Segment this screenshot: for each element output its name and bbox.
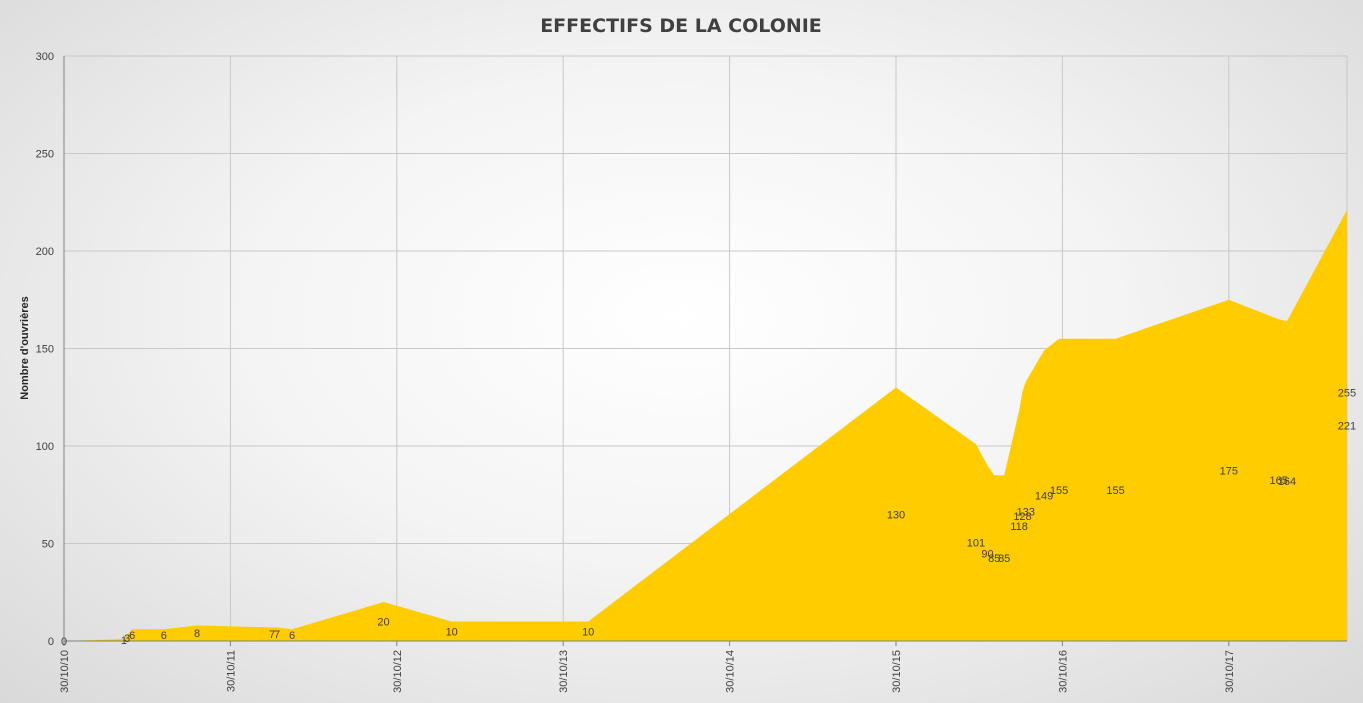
x-tick-label: 30/10/15 [891, 650, 903, 693]
data-label: 90 [981, 548, 993, 560]
x-tick-label: 30/10/11 [225, 650, 237, 692]
data-label: 6 [161, 630, 167, 642]
x-tick-label: 30/10/12 [392, 650, 404, 693]
y-tick-label: 300 [36, 51, 54, 63]
y-tick-label: 200 [36, 246, 54, 258]
x-tick-label: 30/10/13 [558, 650, 570, 693]
data-label: 155 [1106, 485, 1124, 497]
data-label: 164 [1278, 476, 1296, 488]
data-label: 7 [269, 629, 275, 641]
x-tick-label: 30/10/16 [1057, 650, 1069, 693]
y-tick-label: 0 [48, 636, 54, 648]
data-label: 10 [446, 626, 458, 638]
x-tick-label: 30/10/17 [1224, 650, 1236, 693]
data-label: 133 [1017, 506, 1035, 518]
data-label: 155 [1050, 485, 1068, 497]
data-label: 149 [1035, 491, 1053, 503]
data-label: 221 [1338, 421, 1356, 433]
area-fill [64, 143, 1347, 642]
chart-title: EFFECTIFS DE LA COLONIE [540, 15, 822, 37]
data-label: 175 [1220, 465, 1238, 477]
data-label: 85 [988, 553, 1000, 565]
data-label: 3 [124, 633, 130, 645]
data-label: 118 [1010, 521, 1028, 533]
data-label: 10 [582, 626, 594, 638]
x-tick-label: 30/10/10 [59, 650, 71, 693]
y-axis-label: Nombre d'ouvrières [19, 296, 31, 399]
data-label: 0 [61, 636, 67, 648]
data-label: 85 [998, 553, 1010, 565]
data-label: 1 [121, 635, 127, 647]
data-label: 7 [274, 629, 280, 641]
data-label: 6 [129, 630, 135, 642]
y-tick-label: 50 [42, 539, 54, 551]
data-label: 165 [1270, 475, 1288, 487]
series-area [64, 143, 1347, 642]
data-label: 130 [887, 509, 905, 521]
data-label: 128 [1013, 511, 1031, 523]
data-label: 20 [377, 617, 389, 629]
data-label: 255 [1338, 387, 1356, 399]
y-tick-label: 250 [36, 149, 54, 161]
x-tick-label: 30/10/14 [725, 650, 737, 693]
y-tick-label: 150 [36, 344, 54, 356]
data-label: 6 [289, 630, 295, 642]
y-tick-label: 100 [36, 441, 54, 453]
data-label: 8 [194, 628, 200, 640]
data-label: 101 [967, 538, 985, 550]
